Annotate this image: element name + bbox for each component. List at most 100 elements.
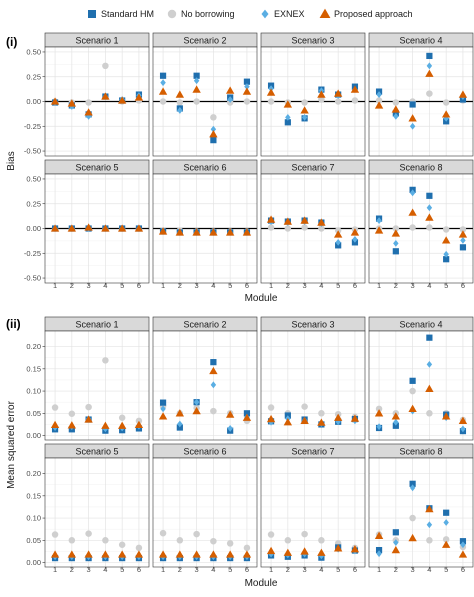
point-exnex <box>460 541 466 549</box>
point-proposed-approach <box>101 421 110 429</box>
point-proposed-approach <box>266 546 276 555</box>
y-tick-label: -0.25 <box>24 122 41 131</box>
x-tick-label: 4 <box>319 281 323 290</box>
plot-area <box>45 331 149 440</box>
point-proposed-approach <box>158 412 168 420</box>
point-exnex <box>426 521 433 529</box>
y-tick-label: 0.00 <box>26 431 41 440</box>
point-proposed-approach <box>192 550 201 558</box>
x-tick-label: 1 <box>53 565 57 574</box>
panel-scenario-1: Scenario 1 0.00 0.05 0.10 0.15 0.20 <box>26 316 150 441</box>
point-standard-hm <box>243 410 251 417</box>
point-proposed-approach <box>350 414 360 422</box>
point-standard-hm <box>443 256 450 263</box>
panel-title: Scenario 1 <box>75 319 118 329</box>
point-exnex <box>393 239 399 247</box>
point-exnex <box>376 217 382 224</box>
x-tick-label: 5 <box>120 281 124 290</box>
panel-title: Scenario 5 <box>75 446 118 456</box>
point-proposed-approach <box>283 217 293 225</box>
x-tick-label: 6 <box>137 565 141 574</box>
point-proposed-approach <box>192 228 201 236</box>
panel-title: Scenario 8 <box>399 446 442 456</box>
point-no-borrowing <box>176 537 184 544</box>
x-tick-label: 4 <box>427 565 431 574</box>
panel-scenario-8: Scenario 8 1 2 3 4 5 6 <box>368 159 474 290</box>
point-proposed-approach <box>134 550 144 558</box>
point-proposed-approach <box>158 550 168 558</box>
point-no-borrowing <box>267 224 275 231</box>
point-proposed-approach <box>50 550 60 558</box>
point-no-borrowing <box>210 537 217 545</box>
legend-marker-standard-hm <box>88 10 96 18</box>
x-tick-label: 1 <box>161 281 165 290</box>
point-proposed-approach <box>192 406 201 415</box>
panel-border <box>368 173 474 284</box>
point-no-borrowing <box>243 98 251 105</box>
point-exnex <box>393 418 399 426</box>
point-no-borrowing <box>392 225 400 232</box>
point-no-borrowing <box>159 98 167 105</box>
panel-border <box>260 330 366 441</box>
point-proposed-approach <box>175 550 185 558</box>
point-no-borrowing <box>210 114 217 121</box>
point-no-borrowing <box>426 410 433 417</box>
point-no-borrowing <box>426 537 433 544</box>
point-proposed-approach <box>441 110 451 118</box>
panel-scenario-4: Scenario 4 <box>368 32 474 157</box>
x-tick-label: 5 <box>336 281 340 290</box>
point-no-borrowing <box>267 98 275 105</box>
point-proposed-approach <box>408 533 417 542</box>
x-tick-label: 6 <box>353 281 357 290</box>
point-proposed-approach <box>50 420 60 429</box>
point-proposed-approach <box>266 88 276 96</box>
x-tick-label: 5 <box>336 565 340 574</box>
point-no-borrowing <box>210 407 217 415</box>
point-proposed-approach <box>317 218 326 226</box>
legend-marker-no-borrowing <box>167 9 177 19</box>
point-proposed-approach <box>350 85 360 93</box>
x-tick-label: 3 <box>195 565 199 574</box>
point-standard-hm <box>392 529 399 536</box>
point-proposed-approach <box>441 540 451 548</box>
point-proposed-approach <box>333 89 343 97</box>
point-standard-hm <box>426 52 433 60</box>
point-no-borrowing <box>442 536 450 543</box>
point-no-borrowing <box>318 225 325 232</box>
point-no-borrowing <box>409 224 416 231</box>
point-standard-hm <box>443 509 450 516</box>
point-standard-hm <box>159 72 167 79</box>
plot-area <box>369 458 473 567</box>
x-tick-label: 5 <box>228 565 232 574</box>
point-proposed-approach <box>458 416 468 425</box>
panel-border <box>152 330 258 441</box>
panel-border <box>260 173 366 284</box>
point-proposed-approach <box>300 216 309 224</box>
y-tick-label: 0.05 <box>26 536 41 545</box>
panel-title: Scenario 4 <box>399 319 442 329</box>
point-no-borrowing <box>68 537 76 544</box>
panel-scenario-1: Scenario 1 -0.50 -0.25 0.00 0.25 0.50 <box>24 32 150 157</box>
point-exnex <box>426 204 433 212</box>
point-no-borrowing <box>301 99 308 106</box>
bias-section: (i) Bias Module Scenario 1 -0.50 -0.25 0.00 0.2… <box>6 32 474 304</box>
point-proposed-approach <box>67 421 77 429</box>
point-proposed-approach <box>458 90 468 98</box>
legend-item-exnex: EXNEX <box>261 9 305 19</box>
point-no-borrowing <box>318 96 325 103</box>
x-tick-label: 1 <box>377 281 381 290</box>
point-proposed-approach <box>101 224 110 232</box>
point-proposed-approach <box>408 208 417 216</box>
panel-title: Scenario 6 <box>183 162 226 172</box>
y-tick-label: 0.20 <box>26 342 41 351</box>
point-standard-hm <box>243 78 251 85</box>
legend-marker-exnex <box>261 9 269 19</box>
point-no-borrowing <box>375 97 383 104</box>
x-tick-label: 4 <box>427 281 431 290</box>
point-proposed-approach <box>117 550 127 558</box>
x-tick-label: 2 <box>178 281 182 290</box>
point-exnex <box>376 550 382 558</box>
point-no-borrowing <box>193 98 200 105</box>
y-tick-label: 0.10 <box>26 514 41 523</box>
panel-scenario-2: Scenario 2 <box>152 32 258 157</box>
